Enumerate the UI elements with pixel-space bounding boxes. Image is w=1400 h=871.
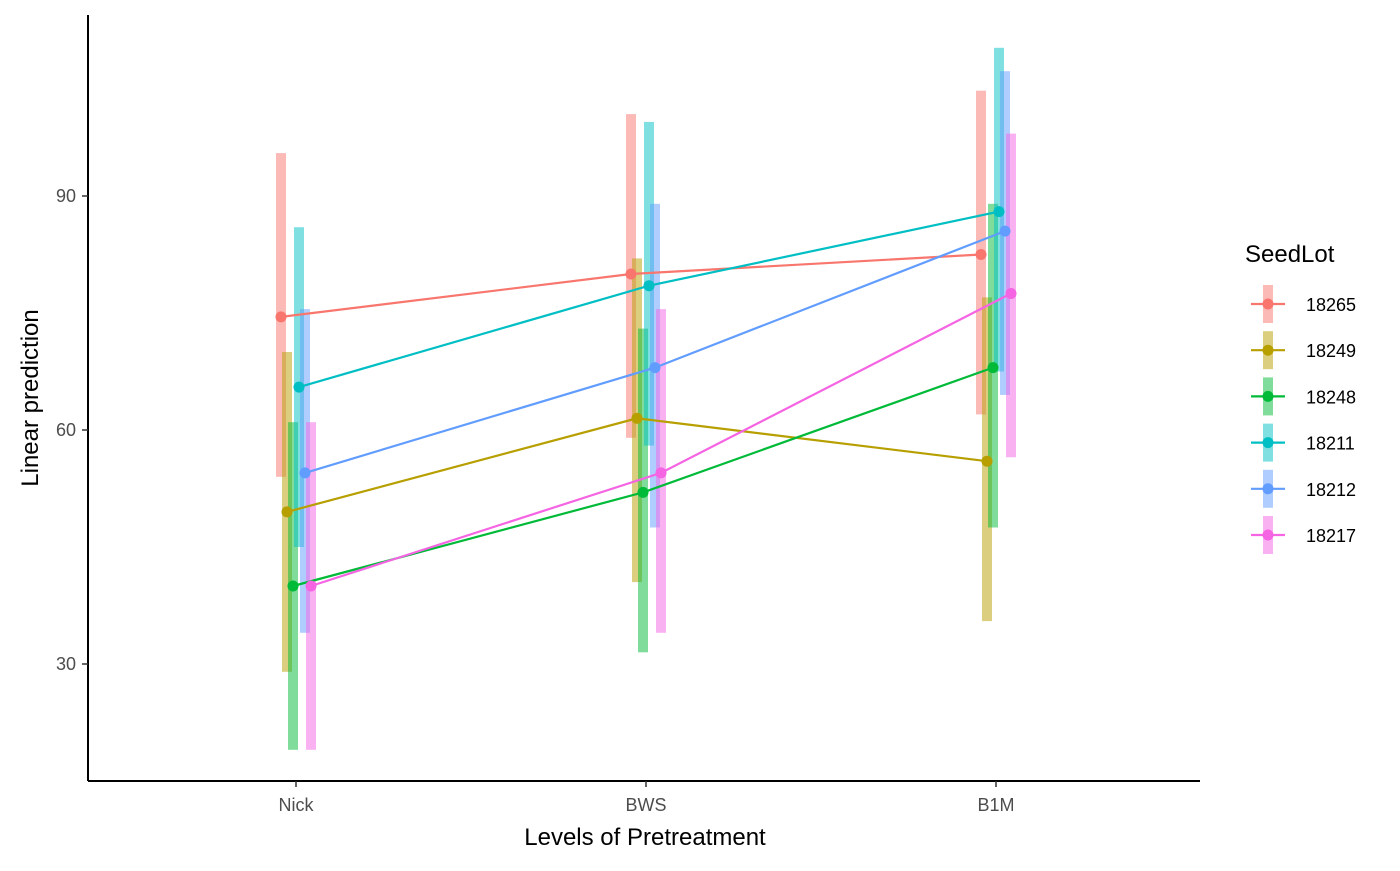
- legend-label-18248: 18248: [1306, 387, 1356, 407]
- data-point-18265-BWS: [625, 268, 637, 280]
- data-point-18248-Nick: [287, 580, 299, 592]
- legend-key-point-18265: [1262, 298, 1274, 310]
- y-axis-title: Linear prediction: [17, 309, 44, 486]
- legend-key-point-18212: [1262, 483, 1274, 495]
- data-point-18249-Nick: [281, 506, 293, 518]
- data-point-18265-Nick: [275, 311, 287, 323]
- data-point-18248-B1M: [987, 362, 999, 374]
- data-point-18249-B1M: [981, 455, 993, 467]
- legend-label-18249: 18249: [1306, 341, 1356, 361]
- data-point-18212-B1M: [999, 225, 1011, 237]
- axes-layer: 30 60 90 Nick BWS B1M: [56, 15, 1200, 815]
- points-layer: [275, 206, 1017, 592]
- y-tick-label: 90: [56, 186, 76, 206]
- legend-label-18212: 18212: [1306, 480, 1356, 500]
- data-point-18217-Nick: [305, 580, 317, 592]
- x-axis-title: Levels of Pretreatment: [524, 824, 766, 851]
- data-point-18211-B1M: [993, 206, 1005, 218]
- y-tick-label: 60: [56, 420, 76, 440]
- data-point-18211-Nick: [293, 381, 305, 393]
- y-tick-label: 30: [56, 654, 76, 674]
- data-point-18211-BWS: [643, 280, 655, 292]
- legend-label-18211: 18211: [1306, 434, 1355, 454]
- legend-title: SeedLot: [1245, 241, 1335, 268]
- legend-key-point-18211: [1262, 437, 1274, 449]
- legend-key-point-18248: [1262, 390, 1274, 402]
- legend: SeedLot 18265 18249 18248 18211 18212 18217: [1245, 241, 1356, 554]
- x-tick-label: BWS: [625, 795, 666, 815]
- data-point-18217-BWS: [655, 467, 667, 479]
- data-point-18212-Nick: [299, 467, 311, 479]
- legend-label-18265: 18265: [1306, 295, 1356, 315]
- legend-key-point-18217: [1262, 529, 1274, 541]
- legend-label-18217: 18217: [1306, 526, 1356, 546]
- data-point-18217-B1M: [1005, 288, 1017, 299]
- data-point-18249-BWS: [631, 412, 643, 424]
- data-point-18265-B1M: [975, 249, 987, 260]
- x-tick-label: Nick: [279, 795, 315, 815]
- data-point-18212-BWS: [649, 362, 661, 374]
- legend-key-point-18249: [1262, 344, 1274, 356]
- data-point-18248-BWS: [637, 486, 649, 498]
- x-tick-label: B1M: [977, 795, 1014, 815]
